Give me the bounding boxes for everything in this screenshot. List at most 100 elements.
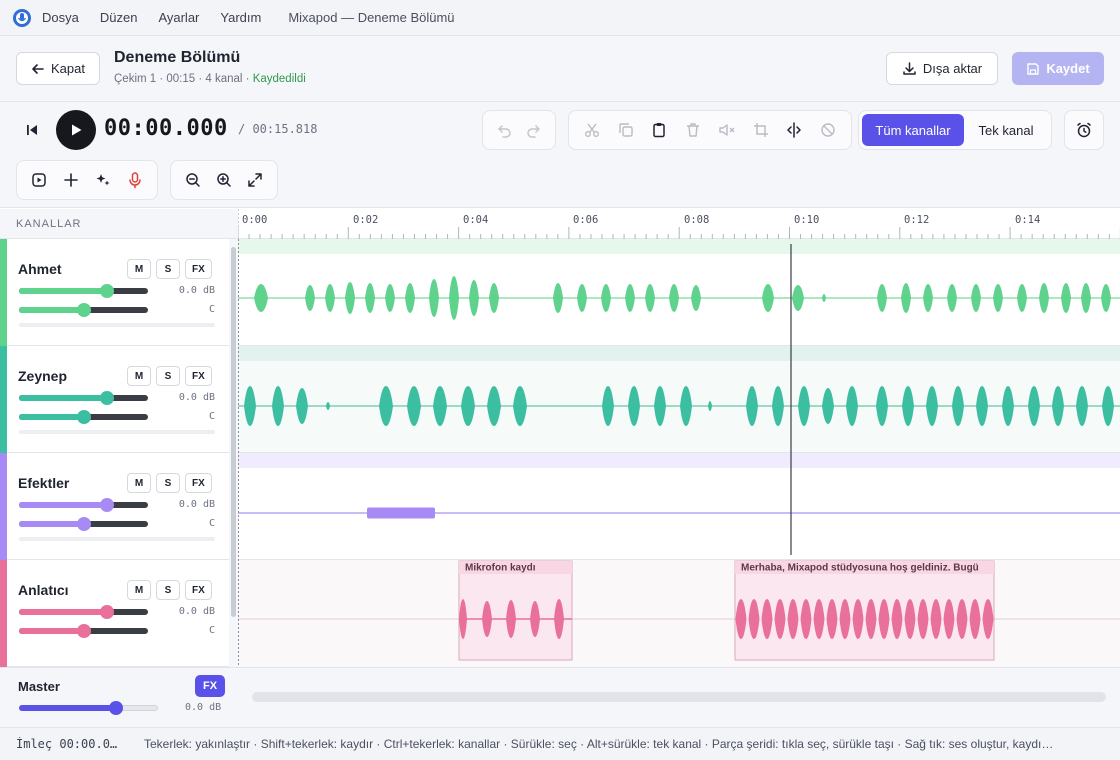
solo-button[interactable]: S: [156, 473, 180, 493]
horizontal-scrollbar[interactable]: [238, 667, 1120, 727]
project-meta-text: Çekim 1 · 00:15 · 4 kanal ·: [114, 73, 253, 85]
ai-generate-button[interactable]: [87, 165, 119, 195]
volume-slider[interactable]: [19, 498, 148, 512]
paste-button[interactable]: [643, 115, 677, 145]
master-fx-button[interactable]: FX: [195, 675, 225, 697]
menu-edit[interactable]: Düzen: [99, 10, 138, 25]
mute-region-button[interactable]: [710, 115, 744, 145]
waveform-segment: [489, 283, 499, 313]
cut-button[interactable]: [575, 115, 609, 145]
track-buttons: M S FX: [127, 580, 212, 600]
copy-button[interactable]: [609, 115, 643, 145]
volume-slider[interactable]: [19, 284, 148, 298]
menu-file[interactable]: Dosya: [42, 10, 79, 25]
waveform-segment: [602, 386, 614, 426]
redo-button[interactable]: [519, 115, 549, 145]
fx-button[interactable]: FX: [185, 473, 212, 493]
fx-button[interactable]: FX: [185, 366, 212, 386]
alarm-clock-button[interactable]: [1064, 110, 1104, 150]
pan-slider[interactable]: [19, 303, 148, 317]
disable-button[interactable]: [811, 115, 845, 145]
pan-slider[interactable]: [19, 624, 148, 638]
solo-button[interactable]: S: [156, 259, 180, 279]
current-time-display: 00:00.000: [104, 116, 228, 141]
waveform-segment: [1102, 386, 1114, 426]
volume-slider-knob[interactable]: [100, 605, 114, 619]
zoom-fit-button[interactable]: [240, 165, 271, 195]
horizontal-scrollbar-thumb[interactable]: [252, 692, 1106, 702]
zoom-tools-group: [170, 160, 278, 200]
clip-welcome-message[interactable]: [734, 560, 995, 661]
waveform-segment: [449, 276, 459, 320]
clip-microphone-recording[interactable]: [458, 560, 573, 661]
clip-label: Merhaba, Mixapod stüdyosuna hoş geldiniz…: [741, 563, 979, 574]
clip-header-ahmet[interactable]: [238, 239, 1120, 254]
save-button[interactable]: Kaydet: [1012, 52, 1104, 85]
master-volume-slider[interactable]: [19, 701, 158, 715]
pan-slider[interactable]: [19, 410, 148, 424]
pan-slider-knob[interactable]: [77, 303, 91, 317]
waveform-anlatici-2: [735, 599, 994, 639]
pan-slider-knob[interactable]: [77, 410, 91, 424]
play-button[interactable]: [56, 110, 96, 150]
export-button[interactable]: Dışa aktar: [886, 52, 998, 85]
split-button[interactable]: [778, 115, 812, 145]
add-clip-button[interactable]: [23, 165, 55, 195]
menu-settings[interactable]: Ayarlar: [158, 10, 200, 25]
waveform-segment: [513, 386, 527, 426]
clip-header-efektler[interactable]: [238, 453, 1120, 468]
waveform-segment: [1052, 386, 1064, 426]
pan-slider-knob[interactable]: [77, 517, 91, 531]
all-channels-button[interactable]: Tüm kanallar: [862, 114, 964, 146]
track-panel-zeynep[interactable]: Zeynep M S FX 0.0 dB C: [0, 346, 229, 453]
waveform-segment: [365, 283, 375, 313]
crop-button[interactable]: [744, 115, 778, 145]
solo-button[interactable]: S: [156, 580, 180, 600]
mute-button[interactable]: M: [127, 580, 151, 600]
clipboard-icon: [653, 123, 666, 138]
waveform-segment: [429, 279, 439, 317]
track-panel-efektler[interactable]: Efektler M S FX 0.0 dB C: [0, 453, 229, 560]
single-channel-button[interactable]: Tek kanal: [978, 122, 1034, 138]
mute-button[interactable]: M: [127, 366, 151, 386]
master-label: Master: [18, 679, 60, 694]
track-panel-ahmet[interactable]: Ahmet M S FX 0.0 dB C: [0, 239, 229, 346]
waveform-segment: [530, 601, 540, 637]
skip-to-start-button[interactable]: [22, 120, 42, 140]
track-level-meter: [19, 430, 215, 434]
volume-slider-knob[interactable]: [100, 391, 114, 405]
skip-back-icon: [27, 125, 37, 135]
master-volume-knob[interactable]: [109, 701, 123, 715]
pan-slider[interactable]: [19, 517, 148, 531]
waveform-segment: [669, 284, 679, 312]
pan-slider-knob[interactable]: [77, 624, 91, 638]
waveform-segment: [1002, 386, 1014, 426]
volume-slider-knob[interactable]: [100, 284, 114, 298]
channel-list-scrollbar[interactable]: [229, 239, 238, 667]
close-button[interactable]: Kapat: [16, 52, 100, 85]
fx-button[interactable]: FX: [185, 259, 212, 279]
menu-help[interactable]: Yardım: [220, 10, 262, 25]
time-ruler[interactable]: 0:00 0:02 0:04 0:06 0:08 0:10 0:12 0:14: [237, 209, 1120, 239]
add-track-button[interactable]: [55, 165, 87, 195]
timeline-lanes[interactable]: Mikrofon kaydı Merhaba, Mixapod stüdyosu…: [238, 239, 1120, 667]
alarm-clock-icon: [1077, 122, 1091, 138]
zoom-in-button[interactable]: [208, 165, 239, 195]
delete-button[interactable]: [676, 115, 710, 145]
waveform-segment: [876, 386, 888, 426]
zoom-out-button[interactable]: [177, 165, 208, 195]
fx-button[interactable]: FX: [185, 580, 212, 600]
clip-header-zeynep[interactable]: [238, 346, 1120, 361]
undo-button[interactable]: [489, 115, 519, 145]
volume-slider-knob[interactable]: [100, 498, 114, 512]
volume-slider[interactable]: [19, 391, 148, 405]
record-button[interactable]: [119, 165, 151, 195]
solo-button[interactable]: S: [156, 366, 180, 386]
play-square-icon: [32, 173, 46, 187]
effect-clip-segment[interactable]: [367, 507, 435, 519]
mute-button[interactable]: M: [127, 473, 151, 493]
track-panel-anlatici[interactable]: Anlatıcı M S FX 0.0 dB C: [0, 560, 229, 667]
volume-slider[interactable]: [19, 605, 148, 619]
scrollbar-thumb[interactable]: [231, 247, 236, 617]
mute-button[interactable]: M: [127, 259, 151, 279]
